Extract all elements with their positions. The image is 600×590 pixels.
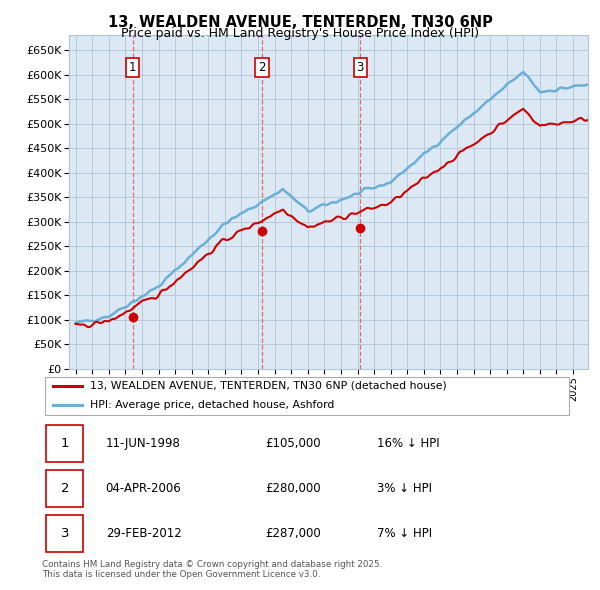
Text: 13, WEALDEN AVENUE, TENTERDEN, TN30 6NP: 13, WEALDEN AVENUE, TENTERDEN, TN30 6NP bbox=[107, 15, 493, 30]
Text: HPI: Average price, detached house, Ashford: HPI: Average price, detached house, Ashf… bbox=[90, 399, 334, 409]
Text: 04-APR-2006: 04-APR-2006 bbox=[106, 481, 181, 495]
Text: £280,000: £280,000 bbox=[265, 481, 320, 495]
Text: 7% ↓ HPI: 7% ↓ HPI bbox=[377, 527, 431, 540]
Text: 3: 3 bbox=[356, 61, 364, 74]
Text: £105,000: £105,000 bbox=[265, 437, 320, 450]
Text: 16% ↓ HPI: 16% ↓ HPI bbox=[377, 437, 439, 450]
FancyBboxPatch shape bbox=[46, 470, 83, 507]
Text: £287,000: £287,000 bbox=[265, 527, 321, 540]
Text: 29-FEB-2012: 29-FEB-2012 bbox=[106, 527, 181, 540]
Text: Price paid vs. HM Land Registry's House Price Index (HPI): Price paid vs. HM Land Registry's House … bbox=[121, 27, 479, 40]
Text: 3: 3 bbox=[61, 527, 69, 540]
FancyBboxPatch shape bbox=[46, 514, 83, 552]
Text: 3% ↓ HPI: 3% ↓ HPI bbox=[377, 481, 431, 495]
Text: 11-JUN-1998: 11-JUN-1998 bbox=[106, 437, 181, 450]
FancyBboxPatch shape bbox=[44, 377, 569, 415]
Text: 13, WEALDEN AVENUE, TENTERDEN, TN30 6NP (detached house): 13, WEALDEN AVENUE, TENTERDEN, TN30 6NP … bbox=[90, 381, 446, 391]
Text: 1: 1 bbox=[129, 61, 136, 74]
Text: 1: 1 bbox=[61, 437, 69, 450]
Text: 2: 2 bbox=[259, 61, 266, 74]
FancyBboxPatch shape bbox=[46, 425, 83, 461]
Text: 2: 2 bbox=[61, 481, 69, 495]
Text: Contains HM Land Registry data © Crown copyright and database right 2025.
This d: Contains HM Land Registry data © Crown c… bbox=[42, 560, 382, 579]
